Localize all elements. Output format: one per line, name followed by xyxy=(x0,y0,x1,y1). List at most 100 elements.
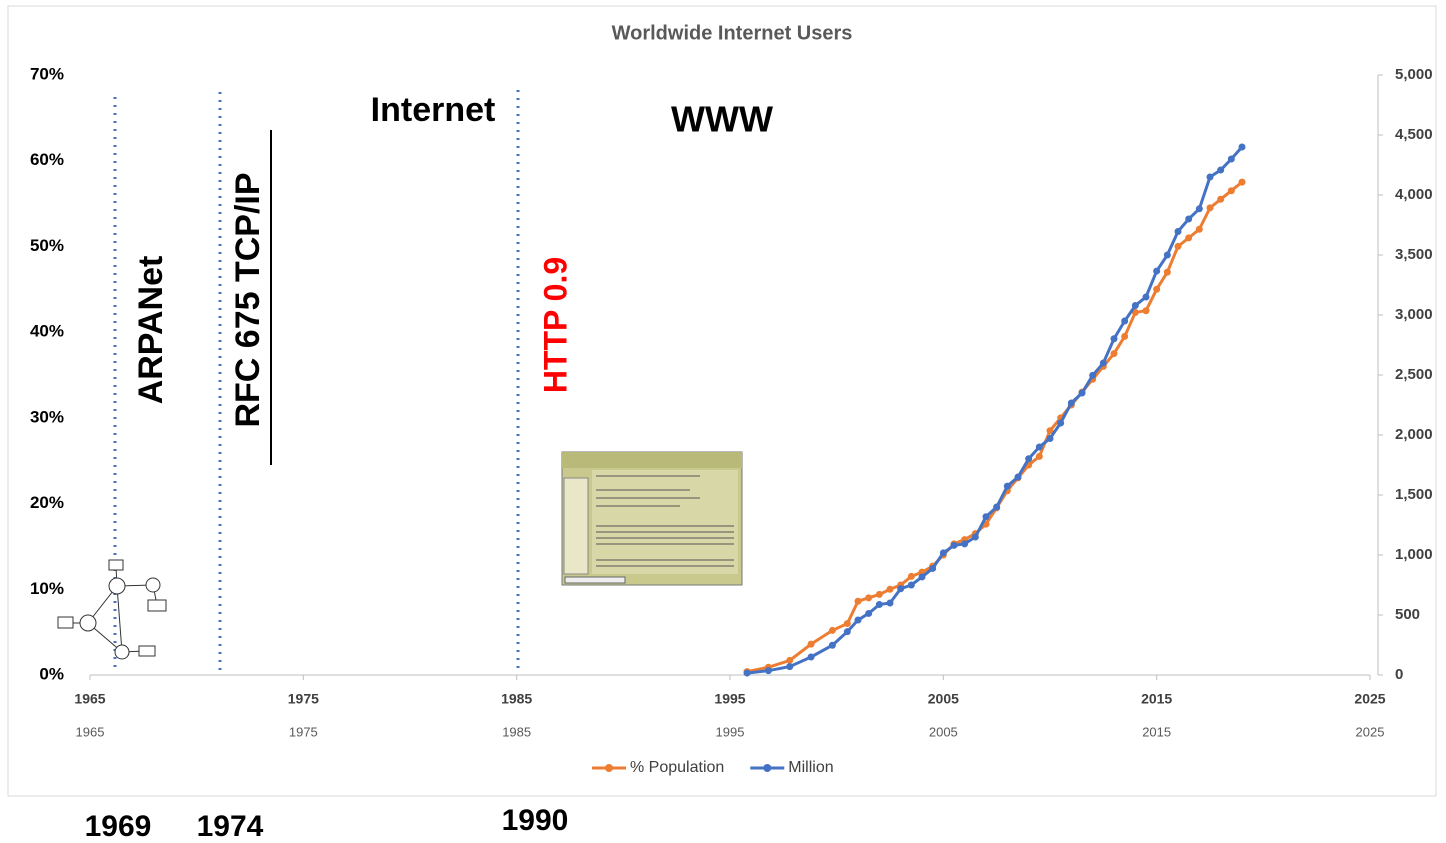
mosaic-screenshot xyxy=(562,452,742,585)
data-point xyxy=(844,620,851,627)
legend-label: % Population xyxy=(630,759,724,776)
data-point xyxy=(1164,252,1171,259)
annotation: 1990 xyxy=(502,804,569,837)
chart-title: Worldwide Internet Users xyxy=(612,22,853,44)
data-point xyxy=(993,504,1000,511)
data-point xyxy=(1185,216,1192,223)
data-point xyxy=(1121,318,1128,325)
data-point xyxy=(1100,360,1107,367)
data-point xyxy=(961,540,968,547)
data-point xyxy=(1153,286,1160,293)
data-point xyxy=(1143,307,1150,314)
data-point xyxy=(1207,204,1214,211)
data-point xyxy=(1111,350,1118,357)
data-point xyxy=(1036,453,1043,460)
data-point xyxy=(919,573,926,580)
y-tick-label: 60% xyxy=(30,150,64,169)
y2-tick-label: 5,000 xyxy=(1395,66,1433,83)
annotation: HTTP 0.9 xyxy=(537,257,573,393)
y-tick-label: 40% xyxy=(30,322,64,341)
y2-tick-label: 1,500 xyxy=(1395,486,1433,503)
data-point xyxy=(1196,226,1203,233)
y-tick-label: 50% xyxy=(30,236,64,255)
data-point xyxy=(876,601,883,608)
data-point xyxy=(1196,205,1203,212)
data-point xyxy=(1228,187,1235,194)
x-tick-label: 1995 xyxy=(714,691,745,707)
data-point xyxy=(1143,294,1150,301)
data-point xyxy=(1111,335,1118,342)
data-point xyxy=(865,610,872,617)
x2-tick-label: 2025 xyxy=(1356,724,1385,739)
annotation: Internet xyxy=(371,91,496,129)
data-point xyxy=(829,642,836,649)
data-point xyxy=(908,573,915,580)
y2-tick-label: 3,000 xyxy=(1395,306,1433,323)
data-point xyxy=(855,617,862,624)
x2-tick-label: 1965 xyxy=(76,724,105,739)
data-point xyxy=(1217,167,1224,174)
data-point xyxy=(929,565,936,572)
data-point xyxy=(786,663,793,670)
annotation: 1969 xyxy=(85,810,152,843)
data-point xyxy=(876,591,883,598)
data-point xyxy=(983,513,990,520)
data-point xyxy=(1047,435,1054,442)
annotation: ARPANet xyxy=(132,256,170,405)
data-point xyxy=(765,667,772,674)
y2-tick-label: 4,500 xyxy=(1395,126,1433,143)
data-point xyxy=(1164,269,1171,276)
data-point xyxy=(786,657,793,664)
y-tick-label: 20% xyxy=(30,493,64,512)
data-point xyxy=(855,598,862,605)
data-point xyxy=(808,641,815,648)
data-point xyxy=(1175,243,1182,250)
data-point xyxy=(1228,156,1235,163)
x-tick-label: 2025 xyxy=(1354,691,1385,707)
data-point xyxy=(1217,196,1224,203)
x2-tick-label: 1985 xyxy=(502,724,531,739)
data-point xyxy=(1079,390,1086,397)
x-tick-label: 2015 xyxy=(1141,691,1172,707)
legend-label: Million xyxy=(788,759,833,776)
x2-tick-label: 2005 xyxy=(929,724,958,739)
x2-tick-label: 1975 xyxy=(289,724,318,739)
data-point xyxy=(1239,179,1246,186)
data-point xyxy=(1207,174,1214,181)
y-tick-label: 70% xyxy=(30,64,64,83)
y2-tick-label: 2,500 xyxy=(1395,366,1433,383)
y2-tick-label: 4,000 xyxy=(1395,186,1433,203)
y2-tick-label: 0 xyxy=(1395,666,1403,683)
data-point xyxy=(808,654,815,661)
page: {"chart_data": { "type": "line", "title"… xyxy=(0,0,1446,843)
data-point xyxy=(1185,234,1192,241)
chart: Worldwide Internet Users ARPANet RFC 675… xyxy=(0,0,1446,843)
y2-tick-label: 3,500 xyxy=(1395,246,1433,263)
y-tick-label: 0% xyxy=(39,664,64,683)
data-point xyxy=(865,594,872,601)
legend-marker xyxy=(605,764,613,772)
data-point xyxy=(1089,372,1096,379)
data-point xyxy=(1239,144,1246,151)
data-point xyxy=(951,542,958,549)
annotation: 1974 xyxy=(197,810,264,843)
data-point xyxy=(897,585,904,592)
y-tick-label: 10% xyxy=(30,579,64,598)
y2-tick-label: 1,000 xyxy=(1395,546,1433,563)
x-tick-label: 1975 xyxy=(288,691,319,707)
data-point xyxy=(972,534,979,541)
data-point xyxy=(844,628,851,635)
data-point xyxy=(1175,228,1182,235)
x2-tick-label: 2015 xyxy=(1142,724,1171,739)
x-tick-label: 1965 xyxy=(74,691,105,707)
data-point xyxy=(744,670,751,677)
data-point xyxy=(1057,420,1064,427)
data-point xyxy=(1153,268,1160,275)
data-point xyxy=(908,582,915,589)
legend-marker xyxy=(763,764,771,772)
data-point xyxy=(1068,399,1075,406)
y-tick-label: 30% xyxy=(30,407,64,426)
data-point xyxy=(940,549,947,556)
data-point xyxy=(1015,474,1022,481)
x-tick-label: 2005 xyxy=(928,691,959,707)
